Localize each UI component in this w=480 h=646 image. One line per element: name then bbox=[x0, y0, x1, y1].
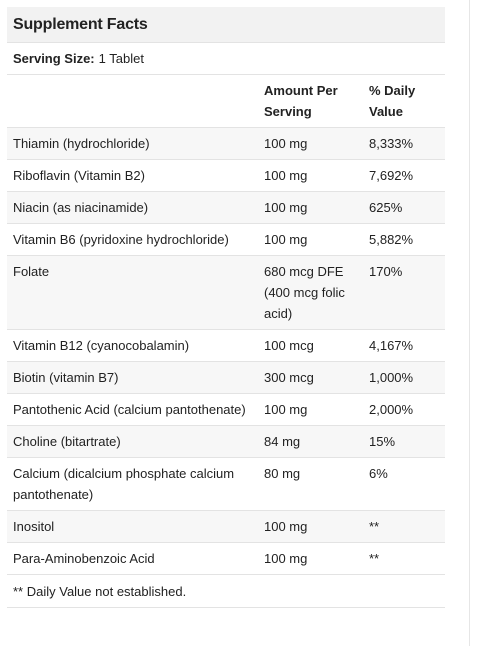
nutrient-daily-value: 8,333% bbox=[369, 136, 414, 151]
nutrient-amount: 84 mg bbox=[264, 434, 301, 449]
facts-title: Supplement Facts bbox=[7, 7, 445, 43]
table-row: Vitamin B6 (pyridoxine hydrochloride) 10… bbox=[7, 224, 445, 256]
supplement-facts-table: Supplement Facts Serving Size: 1 Tablet … bbox=[7, 7, 445, 608]
nutrient-daily-value: ** bbox=[369, 519, 380, 534]
nutrient-name: Vitamin B12 (cyanocobalamin) bbox=[13, 338, 190, 353]
nutrient-amount: 100 mg bbox=[264, 232, 308, 247]
table-row: Calcium (dicalcium phosphate calcium pan… bbox=[7, 458, 445, 511]
nutrient-name: Vitamin B6 (pyridoxine hydrochloride) bbox=[13, 232, 229, 247]
serving-size-label: Serving Size: bbox=[13, 51, 95, 66]
header-daily-value: % Daily Value bbox=[369, 83, 416, 119]
nutrient-daily-value: 2,000% bbox=[369, 402, 414, 417]
nutrient-amount: 100 mg bbox=[264, 551, 308, 566]
table-header-row: Amount Per Serving % Daily Value bbox=[7, 75, 445, 128]
serving-size-row: Serving Size: 1 Tablet bbox=[7, 43, 445, 75]
nutrient-amount: 100 mg bbox=[264, 402, 308, 417]
nutrient-name: Riboflavin (Vitamin B2) bbox=[13, 168, 145, 183]
nutrient-amount: 100 mg bbox=[264, 200, 308, 215]
nutrient-daily-value: 7,692% bbox=[369, 168, 414, 183]
table-row: Para-Aminobenzoic Acid 100 mg ** bbox=[7, 543, 445, 575]
table-row: Inositol 100 mg ** bbox=[7, 511, 445, 543]
nutrient-name: Calcium (dicalcium phosphate calcium pan… bbox=[13, 466, 235, 502]
nutrient-daily-value: 5,882% bbox=[369, 232, 414, 247]
page-divider bbox=[469, 0, 470, 646]
nutrient-daily-value: 15% bbox=[369, 434, 396, 449]
nutrient-amount: 100 mg bbox=[264, 168, 308, 183]
nutrient-amount: 100 mg bbox=[264, 519, 308, 534]
footnote: ** Daily Value not established. bbox=[7, 575, 445, 608]
nutrient-daily-value: 170% bbox=[369, 264, 403, 279]
nutrient-name: Thiamin (hydrochloride) bbox=[13, 136, 150, 151]
nutrient-daily-value: 1,000% bbox=[369, 370, 414, 385]
serving-size-value: 1 Tablet bbox=[98, 51, 144, 66]
table-row: Folate 680 mcg DFE (400 mcg folic acid) … bbox=[7, 256, 445, 330]
table-row: Biotin (vitamin B7) 300 mcg 1,000% bbox=[7, 362, 445, 394]
nutrient-amount: 80 mg bbox=[264, 466, 301, 481]
nutrient-amount: 680 mcg DFE (400 mcg folic acid) bbox=[264, 264, 345, 321]
nutrient-name: Inositol bbox=[13, 519, 55, 534]
nutrient-amount: 300 mcg bbox=[264, 370, 314, 385]
header-nutrient-cell bbox=[7, 75, 264, 127]
header-amount: Amount Per Serving bbox=[264, 83, 338, 119]
nutrient-amount: 100 mcg bbox=[264, 338, 314, 353]
nutrient-name: Pantothenic Acid (calcium pantothenate) bbox=[13, 402, 246, 417]
table-row: Pantothenic Acid (calcium pantothenate) … bbox=[7, 394, 445, 426]
table-row: Choline (bitartrate) 84 mg 15% bbox=[7, 426, 445, 458]
nutrient-name: Choline (bitartrate) bbox=[13, 434, 121, 449]
nutrient-daily-value: 4,167% bbox=[369, 338, 414, 353]
nutrient-amount: 100 mg bbox=[264, 136, 308, 151]
nutrient-daily-value: 625% bbox=[369, 200, 403, 215]
table-row: Thiamin (hydrochloride) 100 mg 8,333% bbox=[7, 128, 445, 160]
nutrient-name: Folate bbox=[13, 264, 50, 279]
table-row: Niacin (as niacinamide) 100 mg 625% bbox=[7, 192, 445, 224]
table-row: Riboflavin (Vitamin B2) 100 mg 7,692% bbox=[7, 160, 445, 192]
nutrient-name: Para-Aminobenzoic Acid bbox=[13, 551, 155, 566]
nutrient-name: Biotin (vitamin B7) bbox=[13, 370, 119, 385]
nutrient-name: Niacin (as niacinamide) bbox=[13, 200, 149, 215]
nutrient-daily-value: 6% bbox=[369, 466, 388, 481]
nutrient-daily-value: ** bbox=[369, 551, 380, 566]
table-row: Vitamin B12 (cyanocobalamin) 100 mcg 4,1… bbox=[7, 330, 445, 362]
